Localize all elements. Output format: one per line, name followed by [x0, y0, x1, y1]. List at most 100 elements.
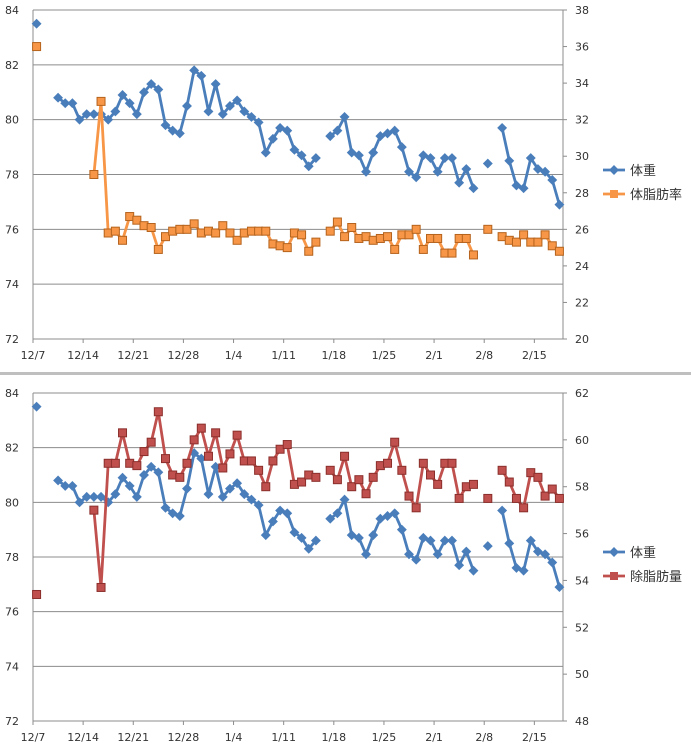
left-axis-tick-label: 82: [5, 59, 19, 72]
data-point: [268, 456, 278, 466]
data-point: [132, 461, 142, 471]
data-point: [353, 150, 364, 161]
data-point: [196, 453, 207, 464]
data-point: [383, 458, 393, 468]
data-point: [310, 535, 321, 546]
legend-entry: 体重: [603, 163, 656, 179]
data-point: [60, 98, 71, 109]
series-2: [32, 407, 564, 599]
data-point: [482, 541, 493, 552]
data-point: [511, 180, 522, 191]
data-point: [347, 223, 357, 233]
legend-entry: 体脂肪率: [603, 187, 682, 203]
x-axis-tick-label: 2/1: [425, 731, 443, 744]
data-point: [182, 458, 192, 468]
data-point: [454, 177, 465, 188]
left-axis-tick-label: 74: [5, 278, 19, 291]
data-point: [519, 230, 529, 240]
data-point: [118, 428, 128, 438]
data-point: [161, 454, 170, 464]
right-axis-tick-label: 38: [575, 4, 589, 17]
data-point: [519, 503, 529, 513]
data-point: [153, 407, 163, 417]
data-point: [139, 470, 149, 480]
right-axis-tick-label: 52: [575, 621, 589, 634]
data-point: [461, 546, 472, 557]
data-point: [232, 478, 243, 489]
data-point: [468, 565, 479, 576]
data-point: [167, 125, 178, 136]
data-point: [368, 530, 379, 541]
data-point: [518, 183, 529, 194]
data-point: [160, 120, 171, 131]
data-point: [225, 483, 235, 494]
data-point: [554, 582, 565, 593]
data-point: [433, 479, 443, 489]
right-axis-tick-label: 36: [575, 41, 589, 54]
series-line: [329, 440, 474, 510]
legend-entry: 体重: [603, 545, 656, 561]
legend-label: 体脂肪率: [630, 187, 682, 203]
data-point: [325, 465, 335, 475]
right-axis-tick-label: 26: [575, 223, 589, 236]
data-point: [217, 109, 228, 120]
data-point: [525, 535, 536, 546]
data-point: [225, 228, 235, 238]
data-point: [411, 554, 422, 565]
data-point: [260, 530, 271, 541]
data-point: [297, 230, 307, 240]
right-axis-tick-label: 56: [575, 528, 589, 541]
x-axis-tick-label: 12/7: [21, 349, 46, 362]
data-point: [153, 84, 164, 95]
right-axis-tick-label: 34: [575, 77, 589, 90]
data-point: [124, 480, 135, 491]
data-point: [267, 516, 278, 527]
data-point: [404, 166, 414, 177]
data-point: [346, 147, 357, 158]
data-point: [404, 549, 414, 560]
data-point: [267, 133, 278, 144]
data-point: [32, 42, 42, 52]
right-axis-tick-label: 30: [575, 150, 589, 163]
data-point: [67, 98, 78, 109]
data-point: [296, 150, 307, 161]
data-point: [396, 524, 407, 535]
data-point: [89, 505, 99, 515]
data-point: [390, 437, 400, 447]
data-point: [217, 491, 228, 502]
x-axis-tick-label: 1/11: [271, 349, 296, 362]
data-point: [511, 237, 521, 247]
data-point: [103, 114, 114, 125]
data-point: [253, 117, 264, 128]
data-point: [332, 508, 343, 519]
data-point: [153, 467, 164, 478]
data-point: [275, 444, 285, 454]
data-point: [189, 65, 200, 76]
data-point: [232, 430, 242, 440]
data-point: [88, 109, 99, 120]
data-point: [282, 125, 293, 136]
data-point: [146, 461, 157, 472]
data-point: [418, 458, 428, 468]
data-point: [547, 175, 558, 185]
data-point: [483, 493, 493, 503]
data-point: [411, 172, 422, 183]
left-axis-tick-label: 78: [5, 551, 19, 564]
data-point: [174, 511, 185, 521]
x-axis-tick-label: 12/28: [168, 349, 200, 362]
x-axis-tick-label: 2/15: [522, 349, 547, 362]
data-point: [432, 549, 443, 560]
data-point: [203, 489, 214, 500]
data-point: [533, 237, 543, 247]
right-axis-tick-label: 50: [575, 668, 589, 681]
data-point: [311, 237, 321, 247]
data-point: [439, 535, 450, 546]
data-point: [332, 125, 343, 136]
data-point: [368, 147, 379, 158]
data-point: [260, 147, 271, 158]
data-point: [304, 246, 314, 256]
chart-2: 72 74 76 78 80 82 84 48 50 52 54 56 58 60 62 12/7 12/14 1…: [5, 387, 682, 744]
x-axis-tick-label: 2/8: [475, 731, 493, 744]
data-point: [225, 101, 235, 111]
x-axis-tick-label: 1/4: [225, 731, 243, 744]
